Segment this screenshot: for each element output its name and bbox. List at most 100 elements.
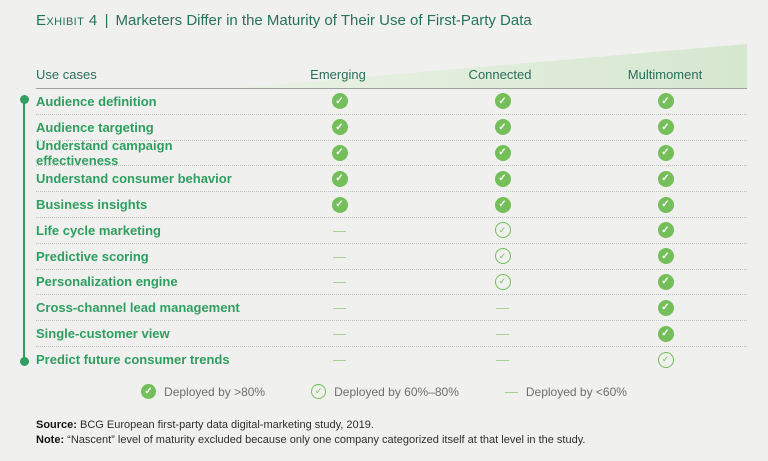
table-row: Personalization engine — ✓ ✓ <box>36 270 747 296</box>
mark-cell: ✓ <box>584 273 747 290</box>
row-label: Understand campaign effectiveness <box>36 138 173 168</box>
mark-cell: ✓ <box>421 273 584 290</box>
check-outline-icon: ✓ <box>311 384 327 399</box>
column-header-multimoment: Multimoment <box>627 67 703 82</box>
mark-cell: ✓ <box>258 119 421 136</box>
dash-icon: — <box>333 300 346 316</box>
mark-cell: ✓ <box>584 222 747 239</box>
row-label: Audience targeting <box>36 119 154 135</box>
note-text: “Nascent” level of maturity excluded bec… <box>64 434 586 446</box>
check-solid-icon: ✓ <box>657 273 674 290</box>
mark-cell: — <box>258 274 421 289</box>
source-label: Source: <box>36 419 77 431</box>
source-text: BCG European first-party data digital-ma… <box>76 419 374 431</box>
timeline-line <box>23 99 25 361</box>
mark-cell: — <box>258 352 421 367</box>
check-solid-icon: ✓ <box>331 119 348 136</box>
mark-cell: ✓ <box>584 144 747 161</box>
mark-cell: ✓ <box>421 119 584 136</box>
dash-icon: — <box>333 352 346 368</box>
dash-icon: — <box>333 326 346 342</box>
column-header-emerging: Emerging <box>310 67 366 82</box>
mark-cell: ✓ <box>258 196 421 213</box>
mark-cell: — <box>258 249 421 264</box>
note-line: Note: “Nascent” level of maturity exclud… <box>36 433 585 448</box>
legend: ✓ Deployed by >80% ✓ Deployed by 60%–80%… <box>0 384 768 399</box>
table-row: Predict future consumer trends — — ✓ <box>36 347 747 373</box>
table-row: Audience definition ✓ ✓ ✓ <box>36 89 747 115</box>
dash-icon: — <box>496 352 509 368</box>
table-row: Understand campaign effectiveness ✓ ✓ ✓ <box>36 138 747 168</box>
column-header-connected: Connected <box>468 67 532 82</box>
check-solid-icon: ✓ <box>657 299 674 316</box>
check-solid-icon: ✓ <box>657 144 674 161</box>
column-header-use-cases: Use cases <box>36 67 97 82</box>
check-solid-icon: ✓ <box>657 325 674 342</box>
check-solid-icon: ✓ <box>494 119 511 136</box>
mark-cell: ✓ <box>421 93 584 110</box>
legend-item: — Deployed by <60% <box>505 384 627 399</box>
mark-cell: ✓ <box>584 299 747 316</box>
mark-cell: ✓ <box>421 170 584 187</box>
row-label: Single-customer view <box>36 326 170 342</box>
check-solid-icon: ✓ <box>657 222 674 239</box>
row-label: Cross-channel lead management <box>36 300 240 316</box>
timeline-dot-top <box>20 95 29 104</box>
check-solid-icon: ✓ <box>657 196 674 213</box>
mark-cell: ✓ <box>258 93 421 110</box>
table-row: Predictive scoring — ✓ ✓ <box>36 244 747 270</box>
mark-cell: — <box>258 223 421 238</box>
legend-item: ✓ Deployed by 60%–80% <box>311 384 459 399</box>
mark-cell: ✓ <box>584 93 747 110</box>
mark-cell: ✓ <box>421 222 584 239</box>
check-outline-icon: ✓ <box>494 273 511 290</box>
check-outline-icon: ✓ <box>657 351 674 368</box>
exhibit-title: Marketers Differ in the Maturity of Thei… <box>115 12 532 29</box>
dash-icon: — <box>496 300 509 316</box>
mark-cell: ✓ <box>584 248 747 265</box>
mark-cell: — <box>421 300 584 315</box>
check-solid-icon: ✓ <box>494 93 511 110</box>
page-title: Exhibit 4 | Marketers Differ in the Maturi… <box>36 12 532 29</box>
mark-cell: — <box>421 352 584 367</box>
table-row: Life cycle marketing — ✓ ✓ <box>36 218 747 244</box>
mark-cell: ✓ <box>421 144 584 161</box>
check-solid-icon: ✓ <box>494 196 511 213</box>
check-solid-icon: ✓ <box>657 93 674 110</box>
row-label: Predict future consumer trends <box>36 352 230 368</box>
row-label: Life cycle marketing <box>36 222 161 238</box>
header-underline <box>36 88 747 89</box>
mark-cell: ✓ <box>421 248 584 265</box>
check-solid-icon: ✓ <box>494 144 511 161</box>
dash-icon: — <box>496 326 509 342</box>
check-solid-icon: ✓ <box>331 144 348 161</box>
row-label: Business insights <box>36 197 148 213</box>
legend-label: Deployed by >80% <box>164 384 266 399</box>
check-solid-icon: ✓ <box>657 170 674 187</box>
table-row: Understand consumer behavior ✓ ✓ ✓ <box>36 166 747 193</box>
timeline-dot-bottom <box>20 357 29 366</box>
row-label: Predictive scoring <box>36 248 149 264</box>
mark-cell: — <box>258 300 421 315</box>
exhibit-number: Exhibit 4 <box>36 12 98 29</box>
table-row: Single-customer view — — ✓ <box>36 321 747 347</box>
table-row: Audience targeting ✓ ✓ ✓ <box>36 115 747 141</box>
check-solid-icon: ✓ <box>331 93 348 110</box>
mark-cell: ✓ <box>421 196 584 213</box>
check-outline-icon: ✓ <box>494 222 511 239</box>
table-row: Business insights ✓ ✓ ✓ <box>36 192 747 218</box>
check-solid-icon: ✓ <box>141 384 157 399</box>
row-label: Audience definition <box>36 93 157 109</box>
mark-cell: ✓ <box>584 196 747 213</box>
table-rows: Audience definition ✓ ✓ ✓ Audience targeti… <box>36 89 747 373</box>
mark-cell: ✓ <box>258 144 421 161</box>
dash-icon: — <box>504 384 518 399</box>
legend-item: ✓ Deployed by >80% <box>141 384 265 399</box>
check-solid-icon: ✓ <box>657 248 674 265</box>
title-divider: | <box>104 12 109 29</box>
mark-cell: — <box>421 326 584 341</box>
check-solid-icon: ✓ <box>331 170 348 187</box>
mark-cell: ✓ <box>584 325 747 342</box>
check-outline-icon: ✓ <box>494 248 511 265</box>
